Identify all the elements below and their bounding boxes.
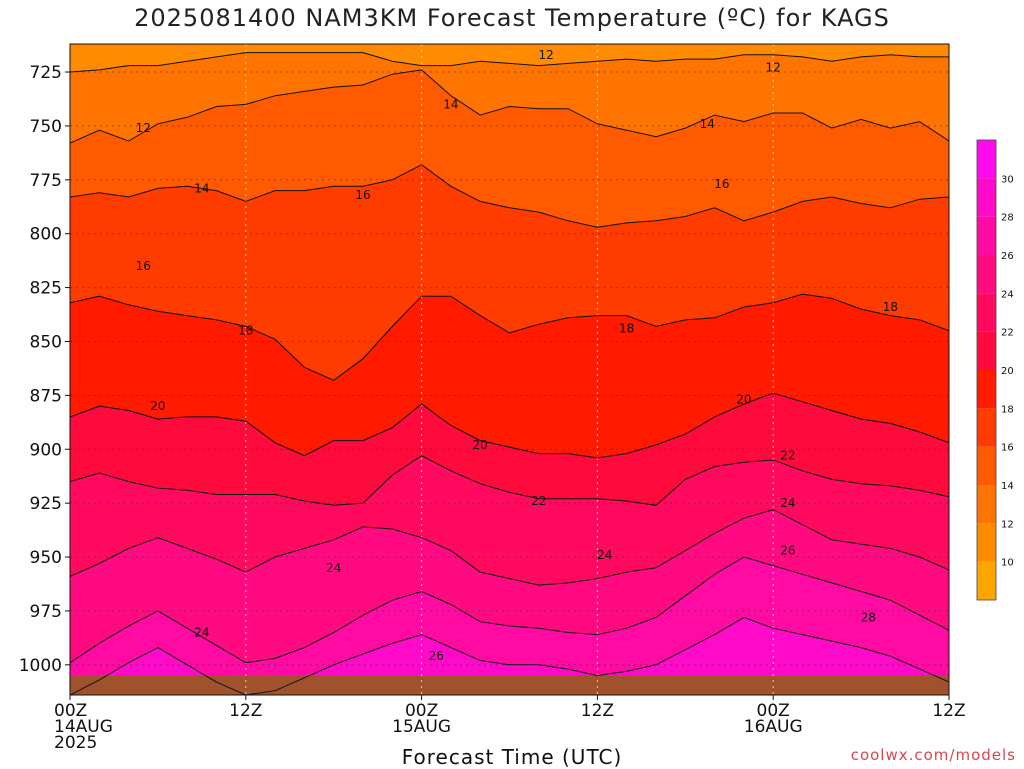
isotherm-label: 14 bbox=[194, 181, 209, 195]
x-tick-label: 16AUG bbox=[744, 717, 803, 737]
colorbar-frame bbox=[976, 139, 997, 601]
colorbar: 10 12 14 16 18 20 22 24 26 28 30 bbox=[976, 139, 1014, 601]
x-tick-label: 00Z bbox=[405, 701, 438, 721]
y-tick-label: 950 bbox=[30, 548, 62, 568]
y-tick-label: 800 bbox=[30, 225, 62, 245]
ground-layer bbox=[70, 675, 949, 695]
colorbar-swatch bbox=[977, 331, 996, 370]
y-tick-label: 775 bbox=[30, 171, 62, 191]
colorbar-swatch bbox=[977, 216, 996, 255]
y-tick-label: 750 bbox=[30, 117, 62, 137]
y-tick-label: 850 bbox=[30, 332, 62, 352]
plot-frame bbox=[69, 43, 950, 696]
isotherm-label: 24 bbox=[597, 548, 612, 562]
x-tick-label: 12Z bbox=[229, 701, 262, 721]
isotherm-line bbox=[70, 556, 949, 664]
isotherm-label: 18 bbox=[619, 322, 634, 336]
colorbar-label: 30 bbox=[1001, 174, 1014, 185]
isotherm-label: 20 bbox=[473, 438, 488, 452]
temperature-bands bbox=[70, 44, 949, 695]
x-tick-label: 00Z bbox=[757, 701, 790, 721]
colorbar-label: 26 bbox=[1001, 251, 1014, 262]
isotherm-label: 16 bbox=[714, 177, 729, 191]
isotherm-line bbox=[70, 509, 949, 586]
isotherm-line bbox=[70, 455, 949, 506]
x-tick-label: 12Z bbox=[581, 701, 614, 721]
colorbar-label: 20 bbox=[1001, 366, 1014, 377]
x-tick-label: 15AUG bbox=[392, 717, 451, 737]
x-tick-label: 14AUG bbox=[54, 717, 113, 737]
y-tick-label: 725 bbox=[30, 63, 62, 83]
x-tick-label: 12Z bbox=[932, 701, 965, 721]
colorbar-label: 10 bbox=[1001, 558, 1014, 569]
y-tick-label: 875 bbox=[30, 386, 62, 406]
colorbar-swatch bbox=[977, 446, 996, 485]
x-tick-label: 00Z bbox=[54, 701, 87, 721]
isotherm-label: 24 bbox=[326, 561, 341, 575]
isotherm-label: 12 bbox=[766, 61, 781, 75]
isotherm-labels: 12 12 12 14 14 14 16 16 16 18 18 18 20 20 20 22 22 24 24 24… bbox=[136, 48, 898, 663]
isotherm-label: 14 bbox=[700, 117, 715, 131]
isotherm-label: 24 bbox=[194, 625, 209, 639]
colorbar-label: 24 bbox=[1001, 289, 1014, 300]
colorbar-swatch bbox=[977, 370, 996, 409]
colorbar-swatch bbox=[977, 408, 996, 447]
isotherm-label: 18 bbox=[883, 300, 898, 314]
isotherm-label: 26 bbox=[429, 649, 444, 663]
y-tick-label: 925 bbox=[30, 494, 62, 514]
y-tick-label: 825 bbox=[30, 279, 62, 299]
colorbar-swatch bbox=[977, 485, 996, 524]
isotherm-label: 24 bbox=[780, 496, 795, 510]
isotherm-label: 16 bbox=[136, 259, 151, 273]
x-axis-label: Forecast Time (UTC) bbox=[401, 745, 623, 769]
colorbar-swatch bbox=[977, 293, 996, 332]
colorbar-swatch bbox=[977, 561, 996, 600]
isotherm-label: 26 bbox=[780, 544, 795, 558]
colorbar-label: 22 bbox=[1001, 328, 1014, 339]
credit-text: coolwx.com/models bbox=[850, 746, 1016, 764]
colorbar-label: 14 bbox=[1001, 481, 1014, 492]
isotherm-label: 18 bbox=[238, 324, 253, 338]
y-tick-label: 975 bbox=[30, 602, 62, 622]
isotherm-label: 22 bbox=[780, 449, 795, 463]
y-tick-label: 1000 bbox=[19, 656, 62, 676]
colorbar-swatch bbox=[977, 140, 996, 179]
isotherm-label: 16 bbox=[355, 188, 370, 202]
x-tick-label: 2025 bbox=[54, 733, 97, 753]
isotherm-line bbox=[70, 616, 949, 695]
y-axis: 725 750 775 800 825 850 875 900 925 950 975 1000 bbox=[19, 63, 70, 676]
colorbar-label: 18 bbox=[1001, 404, 1014, 415]
isotherm-label: 14 bbox=[443, 97, 458, 111]
colorbar-label: 16 bbox=[1001, 443, 1014, 454]
isotherm-lines bbox=[70, 52, 949, 695]
y-tick-label: 900 bbox=[30, 440, 62, 460]
isotherm-line bbox=[70, 293, 949, 381]
isotherm-label: 20 bbox=[150, 399, 165, 413]
isotherm-label: 28 bbox=[861, 610, 876, 624]
colorbar-label: 12 bbox=[1001, 519, 1014, 530]
isotherm-label: 12 bbox=[136, 121, 151, 135]
colorbar-swatch bbox=[977, 255, 996, 294]
colorbar-swatch bbox=[977, 178, 996, 217]
chart-title: 2025081400 NAM3KM Forecast Temperature (… bbox=[134, 4, 890, 32]
isotherm-line bbox=[70, 164, 949, 228]
isotherm-line bbox=[70, 392, 949, 459]
gridlines bbox=[70, 44, 949, 695]
colorbar-label: 28 bbox=[1001, 213, 1014, 224]
isotherm-label: 22 bbox=[531, 494, 546, 508]
isotherm-label: 12 bbox=[538, 48, 553, 62]
isotherm-line bbox=[70, 69, 949, 144]
colorbar-swatch bbox=[977, 523, 996, 562]
isotherm-label: 20 bbox=[736, 393, 751, 407]
ground-surface bbox=[70, 675, 949, 695]
isotherm-line bbox=[70, 52, 949, 73]
